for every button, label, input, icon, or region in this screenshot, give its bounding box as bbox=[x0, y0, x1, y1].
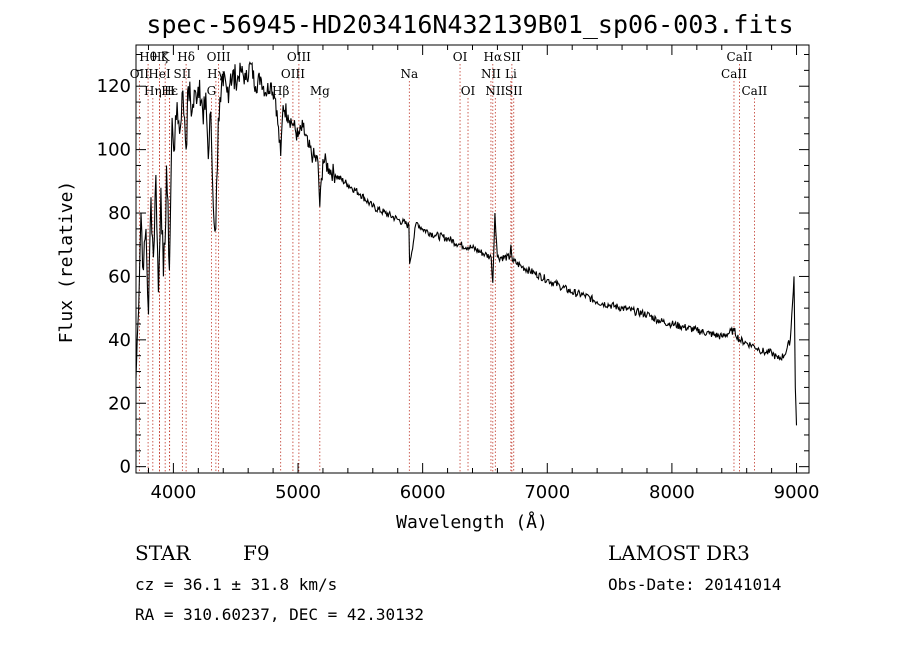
flux-series-line bbox=[135, 61, 798, 426]
x-axis-label: Wavelength (Å) bbox=[396, 511, 548, 533]
x-tick-label: 8000 bbox=[649, 482, 695, 503]
spectral-line-label: NII bbox=[481, 67, 501, 81]
y-tick-label: 80 bbox=[108, 203, 131, 224]
chart-title: spec-56945-HD203416N432139B01_sp06-003.f… bbox=[146, 10, 793, 39]
x-tick-label: 4000 bbox=[150, 482, 196, 503]
spectral-line-label: SII bbox=[174, 67, 192, 81]
x-axis-ticks: 4000 5000 6000 7000 8000 9000 bbox=[147, 45, 820, 503]
spectral-line-label: Mg bbox=[310, 84, 330, 98]
object-class: STAR bbox=[135, 541, 191, 565]
coordinates-text: RA = 310.60237, DEC = 42.30132 bbox=[135, 605, 424, 624]
y-tick-label: 60 bbox=[108, 266, 131, 287]
spectral-line-label: Hζ bbox=[151, 50, 168, 64]
spectral-line-label: Hβ bbox=[272, 84, 289, 98]
redshift-text: cz = 36.1 ± 31.8 km/s bbox=[135, 575, 337, 594]
spectral-line-label: G bbox=[207, 84, 217, 98]
obs-date-text: Obs-Date: 20141014 bbox=[608, 575, 781, 594]
spectral-line-label: OIII bbox=[281, 67, 305, 81]
y-tick-label: 100 bbox=[97, 140, 131, 161]
spectral-line-label: OI bbox=[461, 84, 476, 98]
object-subclass: F9 bbox=[243, 541, 270, 565]
y-axis-ticks: 0 20 40 60 80 100 120 bbox=[97, 54, 809, 478]
spectral-line-label: HeI bbox=[148, 67, 171, 81]
y-tick-label: 0 bbox=[120, 457, 131, 478]
x-tick-label: 7000 bbox=[524, 482, 570, 503]
spectral-line-markers bbox=[138, 64, 755, 473]
spectral-line-label: CaII bbox=[721, 67, 747, 81]
spectral-line-label: OI bbox=[453, 50, 468, 64]
y-tick-label: 40 bbox=[108, 330, 131, 351]
spectral-line-label: Hη bbox=[144, 84, 162, 98]
spectral-line-label: NII bbox=[485, 84, 505, 98]
spectral-line-label: OII bbox=[130, 67, 150, 81]
x-tick-label: 6000 bbox=[400, 482, 446, 503]
spectral-line-label: OIII bbox=[287, 50, 311, 64]
spectral-line-label: Hθ bbox=[139, 50, 157, 64]
x-tick-label: 5000 bbox=[275, 482, 321, 503]
spectral-line-label: K bbox=[161, 50, 171, 64]
spectral-line-label: Hγ bbox=[207, 67, 225, 81]
spectral-line-label: Hδ bbox=[177, 50, 195, 64]
x-tick-label: 9000 bbox=[774, 482, 820, 503]
spectral-line-label: Hε bbox=[161, 84, 178, 98]
spectral-line-label: Hα bbox=[484, 50, 503, 64]
y-tick-label: 20 bbox=[108, 393, 131, 414]
spectral-line-label: CaII bbox=[741, 84, 767, 98]
survey-name: LAMOST DR3 bbox=[608, 541, 750, 565]
spectral-line-label: Na bbox=[400, 67, 418, 81]
spectral-line-label: SII bbox=[505, 84, 523, 98]
y-axis-label: Flux (relative) bbox=[56, 181, 77, 344]
spectral-line-label: Li bbox=[505, 67, 517, 81]
spectral-line-label: SII bbox=[503, 50, 521, 64]
spectral-line-label: H bbox=[164, 84, 174, 98]
spectral-line-label: OIII bbox=[207, 50, 231, 64]
y-tick-label: 120 bbox=[97, 76, 131, 97]
plot-frame bbox=[135, 44, 810, 474]
spectral-line-label: CaII bbox=[727, 50, 753, 64]
